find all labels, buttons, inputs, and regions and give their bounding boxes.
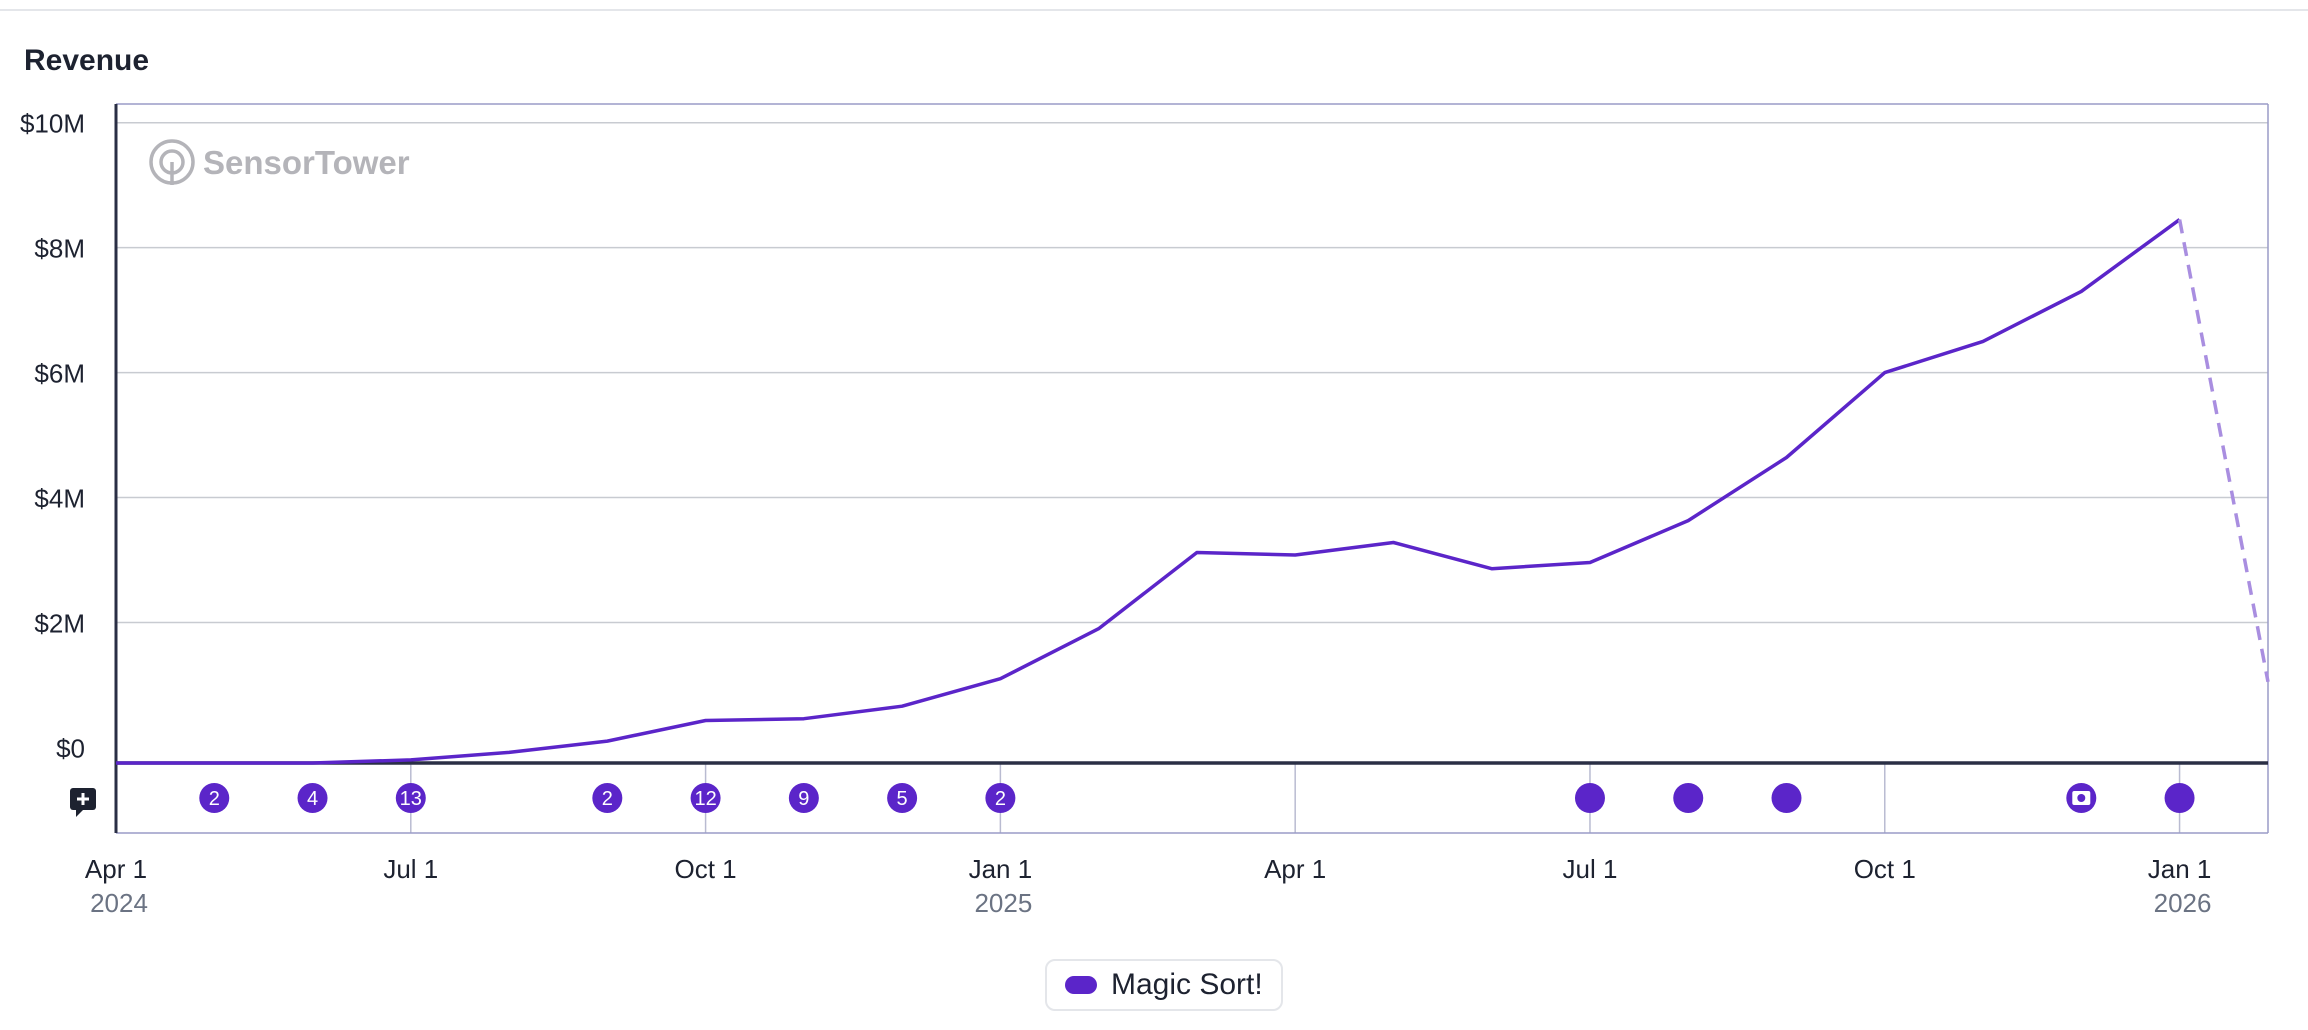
sensortower-watermark: SensorTower: [149, 139, 410, 185]
watermark-text: SensorTower: [203, 144, 410, 181]
y-tick-label: $6M: [34, 359, 85, 389]
event-marker-count: 2: [995, 788, 1006, 810]
x-tick-label: Jul 1: [383, 854, 438, 884]
event-marker[interactable]: [199, 783, 230, 813]
star-badge-center: [2077, 794, 2086, 802]
event-marker[interactable]: [690, 783, 721, 813]
legend-swatch: [1065, 976, 1097, 994]
x-tick-label: Jan 1: [2148, 854, 2212, 884]
event-marker-count: 4: [307, 788, 318, 810]
event-marker[interactable]: [395, 783, 426, 813]
series-projection-line[interactable]: [2177, 219, 2270, 683]
revenue-line-chart[interactable]: SensorTower $10M $8M $6M $4M $2M $0 Apr 1 2024…: [0, 0, 2308, 950]
x-tick-label: Apr 1: [1264, 854, 1326, 884]
event-marker-count: 2: [602, 788, 613, 810]
event-marker-count: 13: [400, 788, 422, 810]
x-tick-label: Oct 1: [1854, 854, 1916, 884]
event-marker-count: 2: [209, 788, 220, 810]
annotation-bubble-tail: [76, 809, 84, 817]
event-marker[interactable]: [788, 783, 819, 813]
legend-label: Magic Sort!: [1111, 968, 1263, 1001]
event-marker[interactable]: [887, 783, 918, 813]
top-divider: [0, 9, 2308, 11]
event-marker[interactable]: [592, 783, 623, 813]
add-annotation-icon[interactable]: [70, 788, 96, 817]
event-marker[interactable]: [1673, 783, 1704, 813]
y-tick-label: $4M: [34, 484, 85, 514]
legend-item-magic-sort[interactable]: Magic Sort!: [1045, 959, 1283, 1011]
y-tick-label: $8M: [34, 234, 85, 264]
x-tick-label: Oct 1: [675, 854, 737, 884]
event-marker-count: 12: [694, 788, 716, 810]
x-tick-label: Jan 1: [969, 854, 1033, 884]
x-tick-year-label: 2026: [2154, 888, 2212, 918]
x-tick-year-label: 2024: [90, 888, 148, 918]
event-marker[interactable]: [985, 783, 1016, 813]
x-tick-label: Jul 1: [1563, 854, 1618, 884]
event-marker-count: 5: [897, 788, 908, 810]
x-tick-label: Apr 1: [85, 854, 147, 884]
event-marker[interactable]: [1771, 783, 1802, 813]
x-tick-year-label: 2025: [974, 888, 1032, 918]
series-line-magic-sort[interactable]: [116, 218, 2181, 765]
y-tick-label: $10M: [20, 109, 85, 139]
y-tick-label: $0: [56, 733, 85, 763]
event-marker[interactable]: [1574, 783, 1605, 813]
y-tick-label: $2M: [34, 608, 85, 638]
event-marker-count: 9: [798, 788, 809, 810]
chart-title: Revenue: [24, 44, 150, 77]
event-marker[interactable]: [2164, 783, 2195, 813]
event-marker[interactable]: [297, 783, 328, 813]
